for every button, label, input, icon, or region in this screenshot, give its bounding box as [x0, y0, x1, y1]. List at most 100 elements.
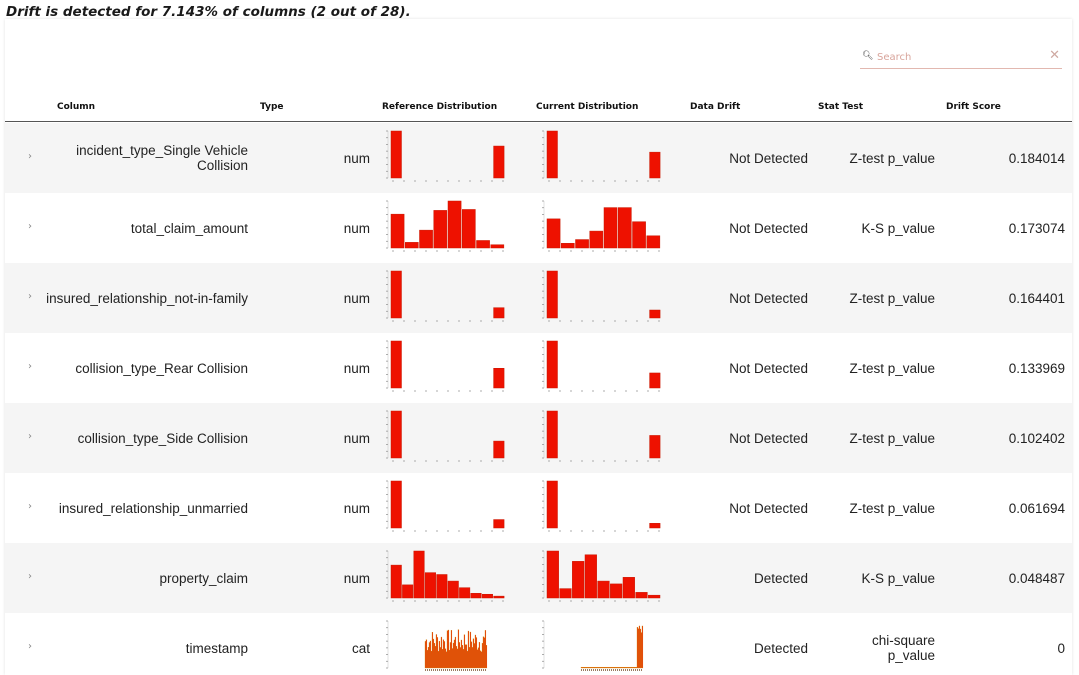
histogram-bar	[597, 580, 610, 599]
histogram-bar	[413, 550, 425, 599]
histogram-bar	[631, 666, 634, 669]
header-stat-test[interactable]: Stat Test	[818, 102, 863, 112]
histogram-bar	[637, 628, 640, 669]
histogram-bar	[470, 593, 482, 599]
histogram-bar	[428, 642, 431, 669]
drift-table-panel: 🔍︎ ✕ Column Type Reference Distribution …	[5, 19, 1072, 675]
histogram-bar	[605, 666, 608, 669]
column-type: num	[343, 430, 370, 446]
header-type[interactable]: Type	[260, 102, 284, 112]
histogram-bar	[473, 643, 476, 669]
reference-distribution-chart	[386, 550, 505, 602]
histogram-bar	[390, 270, 402, 319]
chevron-right-icon[interactable]: ›	[28, 361, 32, 372]
drift-score: 0.173074	[1008, 220, 1065, 236]
histogram-bar	[587, 666, 590, 669]
chevron-right-icon[interactable]: ›	[28, 291, 32, 302]
histogram-bar	[598, 666, 601, 669]
table-row[interactable]: › property_claim num Detected K-S p_value 0.0…	[5, 543, 1072, 613]
histogram-bar	[591, 666, 594, 669]
table-row[interactable]: › collision_type_Side Collision num Not Det…	[5, 403, 1072, 473]
histogram-bar	[493, 595, 505, 599]
table-row[interactable]: › insured_relationship_not-in-family num No…	[5, 263, 1072, 333]
table-row[interactable]: › incident_type_Single Vehicle Collision n…	[5, 123, 1072, 193]
header-current-distribution[interactable]: Current Distribution	[536, 102, 639, 112]
histogram-bar	[640, 632, 643, 669]
histogram-bar	[390, 564, 402, 599]
histogram-bar	[629, 666, 632, 669]
histogram-bar	[402, 584, 414, 599]
header-reference-distribution[interactable]: Reference Distribution	[382, 102, 498, 112]
header-drift-score[interactable]: Drift Score	[946, 102, 1001, 112]
histogram-bar	[649, 309, 661, 319]
histogram-bar	[646, 235, 661, 249]
chevron-right-icon[interactable]: ›	[28, 221, 32, 232]
drift-score: 0.133969	[1008, 360, 1065, 376]
drift-score: 0.061694	[1008, 500, 1065, 516]
header-column[interactable]: Column	[57, 102, 96, 112]
header-data-drift[interactable]: Data Drift	[690, 102, 741, 112]
chevron-right-icon[interactable]: ›	[28, 571, 32, 582]
histogram-bar	[477, 647, 480, 669]
close-icon[interactable]: ✕	[1049, 48, 1060, 63]
histogram-bar	[588, 666, 591, 669]
histogram-bar	[608, 666, 611, 669]
histogram-bar	[444, 648, 447, 669]
histogram-bar	[595, 666, 598, 669]
histogram-bar	[583, 666, 586, 669]
histogram-bar	[480, 651, 483, 669]
histogram-bar	[465, 644, 468, 669]
histogram-bar	[649, 523, 661, 529]
histogram-bar	[649, 372, 661, 389]
column-type: num	[343, 150, 370, 166]
table-row[interactable]: › collision_type_Rear Collision num Not Det…	[5, 333, 1072, 403]
column-type: cat	[351, 640, 370, 656]
search-input[interactable]	[877, 49, 1037, 65]
histogram-bar	[493, 519, 505, 529]
histogram-bar	[593, 666, 596, 669]
stat-test: K-S p_value	[861, 220, 935, 236]
drift-summary: Drift is detected for 7.143% of columns …	[6, 4, 411, 20]
histogram-bar	[462, 209, 476, 249]
histogram-bar	[610, 666, 613, 669]
histogram-bar	[607, 666, 610, 669]
histogram-bar	[606, 666, 609, 669]
chevron-right-icon[interactable]: ›	[28, 501, 32, 512]
column-type: num	[343, 220, 370, 236]
chevron-right-icon[interactable]: ›	[28, 641, 32, 652]
histogram-bar	[594, 666, 597, 669]
table-row[interactable]: › total_claim_amount num Not Detected K-S p_…	[5, 193, 1072, 263]
histogram-bar	[445, 651, 448, 669]
drift-score: 0.048487	[1008, 570, 1065, 586]
histogram-bar	[586, 666, 589, 669]
histogram-bar	[440, 636, 443, 669]
histogram-bar	[436, 637, 439, 669]
histogram-bar	[633, 666, 636, 669]
histogram-bar	[575, 239, 589, 249]
histogram-bar	[483, 637, 486, 669]
histogram-bar	[641, 625, 644, 669]
data-drift-status: Not Detected	[729, 220, 808, 236]
histogram-bar	[442, 639, 445, 669]
histogram-bar	[649, 151, 661, 179]
search-box[interactable]: 🔍︎ ✕	[860, 47, 1062, 69]
histogram-bar	[433, 643, 436, 669]
histogram-bar	[603, 207, 618, 249]
data-drift-status: Not Detected	[729, 360, 808, 376]
histogram-bar	[582, 666, 585, 669]
table-row[interactable]: › insured_relationship_unmarried num Not De…	[5, 473, 1072, 543]
chevron-right-icon[interactable]: ›	[28, 431, 32, 442]
histogram-bar	[493, 440, 505, 459]
column-type: num	[343, 570, 370, 586]
histogram-bar	[446, 630, 449, 669]
histogram-bar	[635, 666, 638, 669]
stat-test: Z-test p_value	[849, 500, 935, 516]
histogram-bar	[484, 630, 487, 669]
histogram-bar	[459, 647, 462, 669]
table-row[interactable]: › timestamp cat Detected chi-square p_value 0	[5, 613, 1072, 675]
histogram-bar	[599, 666, 602, 669]
histogram-bar	[450, 630, 453, 669]
column-name: collision_type_Side Collision	[77, 430, 248, 446]
histogram-bar	[447, 580, 459, 599]
chevron-right-icon[interactable]: ›	[28, 151, 32, 162]
